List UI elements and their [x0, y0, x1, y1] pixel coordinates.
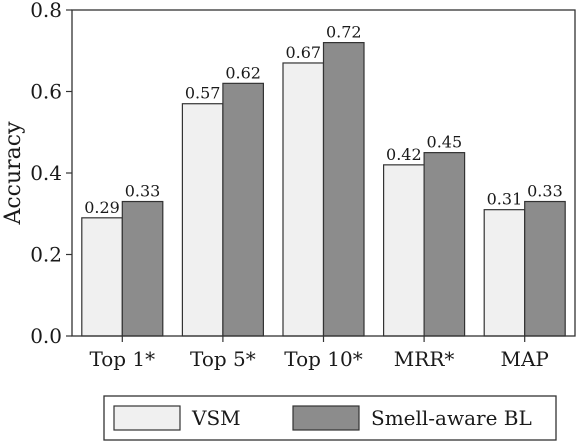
value-label-vsm-map: 0.31 — [487, 190, 523, 209]
bar-vsm-mrr — [383, 164, 425, 337]
legend-swatch-smell-aware-bl — [292, 405, 360, 431]
x-tick-label-top-10: Top 10* — [284, 347, 362, 371]
bar-smell-aware-bl-mrr — [423, 152, 466, 337]
value-label-smell-aware-bl-top-5: 0.62 — [225, 63, 261, 82]
legend: VSM Smell-aware BL — [103, 395, 557, 441]
bar-vsm-map — [483, 209, 526, 337]
value-label-smell-aware-bl-top-1: 0.33 — [125, 182, 161, 201]
y-tick-label: 0.8 — [30, 0, 62, 22]
value-labels: 0.290.330.570.620.670.720.420.450.31 0.33 — [84, 23, 563, 217]
bar-smell-aware-bl-map — [524, 200, 566, 337]
y-tick-label: 0.6 — [30, 80, 62, 104]
bar-vsm-top-1 — [81, 217, 123, 337]
legend-swatch-vsm — [113, 405, 181, 431]
bar-smell-aware-bl-top-5 — [222, 82, 264, 337]
value-label-smell-aware-bl-top-10: 0.72 — [326, 23, 362, 42]
x-axis-ticks: Top 1* Top 5* Top 10* MRR* MAP — [89, 336, 549, 371]
x-tick-label-top-5: Top 5* — [190, 347, 256, 371]
plot-frame — [71, 9, 576, 337]
x-tick-label-top-1: Top 1* — [89, 347, 155, 371]
value-label-vsm-mrr: 0.42 — [386, 145, 422, 164]
bar-vsm-top-5 — [181, 103, 224, 337]
bar-smell-aware-bl-top-1 — [121, 200, 164, 337]
x-tick-label-mrr: MRR* — [394, 347, 455, 371]
bar-vsm-top-10 — [282, 62, 325, 337]
y-tick-label: 0.2 — [30, 243, 62, 267]
y-axis-label: Accuracy — [1, 121, 26, 226]
x-tick-label-map: MAP — [501, 347, 549, 371]
bars — [81, 41, 566, 337]
y-tick-label: 0.4 — [30, 161, 62, 185]
value-label-vsm-top-1: 0.29 — [84, 198, 120, 217]
value-label-smell-aware-bl-mrr: 0.45 — [427, 133, 463, 152]
y-axis-ticks: 0.0 0.2 0.4 0.6 0.8 — [30, 0, 72, 348]
value-label-smell-aware-bl-map: 0.33 — [527, 182, 563, 201]
value-label-vsm-top-10: 0.67 — [285, 43, 321, 62]
bar-smell-aware-bl-top-10 — [322, 41, 365, 337]
y-tick-label: 0.0 — [30, 324, 62, 348]
legend-label-vsm: VSM — [191, 406, 241, 430]
value-label-vsm-top-5: 0.57 — [185, 84, 221, 103]
legend-label-smell-aware-bl: Smell-aware BL — [371, 406, 532, 430]
